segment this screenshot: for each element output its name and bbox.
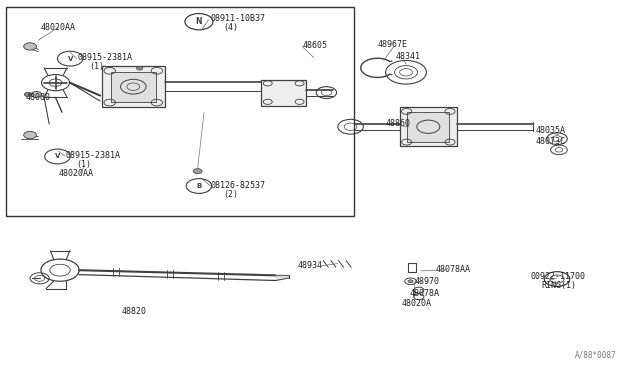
FancyBboxPatch shape [399, 108, 457, 146]
Circle shape [31, 92, 42, 97]
Text: 48020A: 48020A [401, 299, 431, 308]
Text: 48020AA: 48020AA [59, 169, 93, 178]
Circle shape [136, 66, 143, 70]
Text: RING(1): RING(1) [541, 281, 577, 290]
FancyBboxPatch shape [261, 80, 306, 106]
Text: 08126-82537: 08126-82537 [211, 181, 266, 190]
Text: N: N [196, 17, 202, 26]
Bar [6, 7, 354, 215]
Text: 48080: 48080 [26, 93, 51, 102]
Text: 08911-10B37: 08911-10B37 [211, 13, 266, 22]
Text: (4): (4) [223, 23, 238, 32]
Circle shape [193, 169, 202, 174]
Text: (2): (2) [223, 190, 238, 199]
Text: A/88*0087: A/88*0087 [575, 350, 616, 360]
Circle shape [24, 92, 32, 97]
Text: 48820: 48820 [121, 307, 146, 316]
Text: 48078A: 48078A [409, 289, 439, 298]
Text: 08915-2381A: 08915-2381A [78, 53, 133, 62]
Text: (1): (1) [90, 62, 104, 71]
Text: 48934: 48934 [298, 261, 323, 270]
Text: B: B [196, 183, 202, 189]
Text: V: V [68, 56, 73, 62]
Text: 48970: 48970 [414, 278, 439, 286]
Text: 48341: 48341 [395, 52, 420, 61]
Circle shape [408, 280, 413, 283]
Bar [111, 71, 156, 102]
Text: 48078AA: 48078AA [436, 264, 471, 273]
Text: 00922-11700: 00922-11700 [531, 272, 586, 280]
Text: 48073C: 48073C [536, 137, 565, 146]
Text: 08915-2381A: 08915-2381A [65, 151, 120, 160]
Text: 48605: 48605 [302, 41, 327, 50]
Text: 48020AA: 48020AA [41, 23, 76, 32]
Text: V: V [55, 154, 60, 160]
FancyBboxPatch shape [102, 66, 164, 107]
Text: 48035A: 48035A [536, 126, 565, 135]
Text: (1): (1) [77, 160, 92, 169]
Bar [407, 112, 449, 142]
Text: 48967E: 48967E [378, 41, 407, 49]
Circle shape [24, 131, 36, 139]
Text: 48860: 48860 [386, 119, 411, 128]
Circle shape [24, 43, 36, 50]
